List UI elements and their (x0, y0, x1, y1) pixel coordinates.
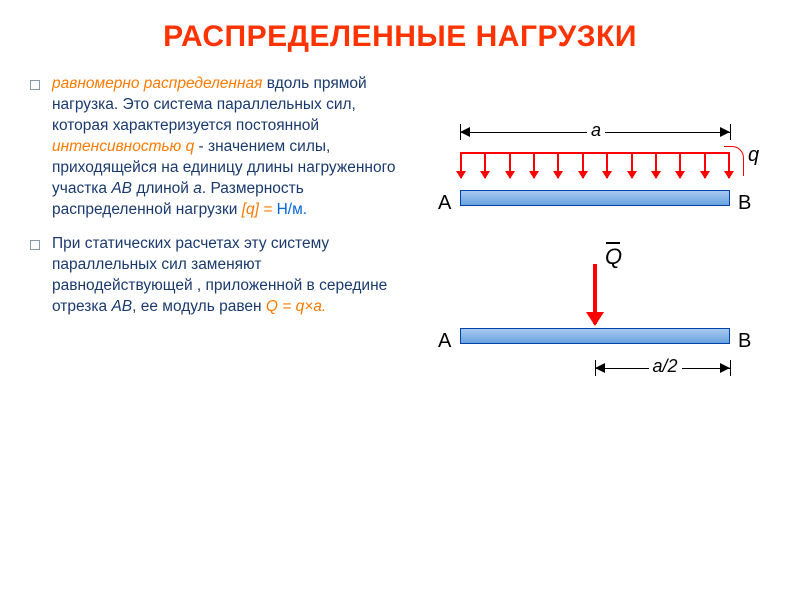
content-area: равномерно распределенная вдоль прямой н… (30, 74, 770, 404)
load-label-q: q (748, 144, 759, 167)
dim-tick (730, 124, 731, 140)
diagram-column: a q A B Q A B a/2 (420, 74, 770, 404)
dim-arrow (720, 363, 730, 373)
distributed-load-arrows (460, 152, 730, 186)
dim-label-a: a (587, 120, 605, 141)
beam-bottom (460, 328, 730, 344)
paragraph-2: При статических расчетах эту систему пар… (52, 234, 400, 318)
label-B-bottom: B (738, 330, 751, 353)
bullet-marker (30, 80, 40, 90)
dim-tick (730, 360, 731, 376)
bullet-marker (30, 240, 40, 250)
dim-tick (595, 360, 596, 376)
text-column: равномерно распределенная вдоль прямой н… (30, 74, 400, 404)
resultant-force-arrow (593, 264, 597, 324)
dim-arrow (595, 363, 605, 373)
dim-arrow (720, 127, 730, 137)
label-A-bottom: A (438, 330, 451, 353)
beam-diagram: a q A BQ A B a/2 (445, 124, 745, 404)
dim-tick (460, 124, 461, 140)
bullet-1: равномерно распределенная вдоль прямой н… (30, 74, 400, 220)
beam-top (460, 190, 730, 206)
slide-title: РАСПРЕДЕЛЕННЫЕ НАГРУЗКИ (30, 20, 770, 54)
paragraph-1: равномерно распределенная вдоль прямой н… (52, 74, 400, 220)
label-A-top: A (438, 192, 451, 215)
dim-label-a2: a/2 (649, 356, 682, 377)
dim-arrow (460, 127, 470, 137)
label-B-top: B (738, 192, 751, 215)
q-pointer-curve (724, 146, 744, 176)
bullet-2: При статических расчетах эту систему пар… (30, 234, 400, 318)
resultant-label-Q: Q (605, 244, 622, 270)
